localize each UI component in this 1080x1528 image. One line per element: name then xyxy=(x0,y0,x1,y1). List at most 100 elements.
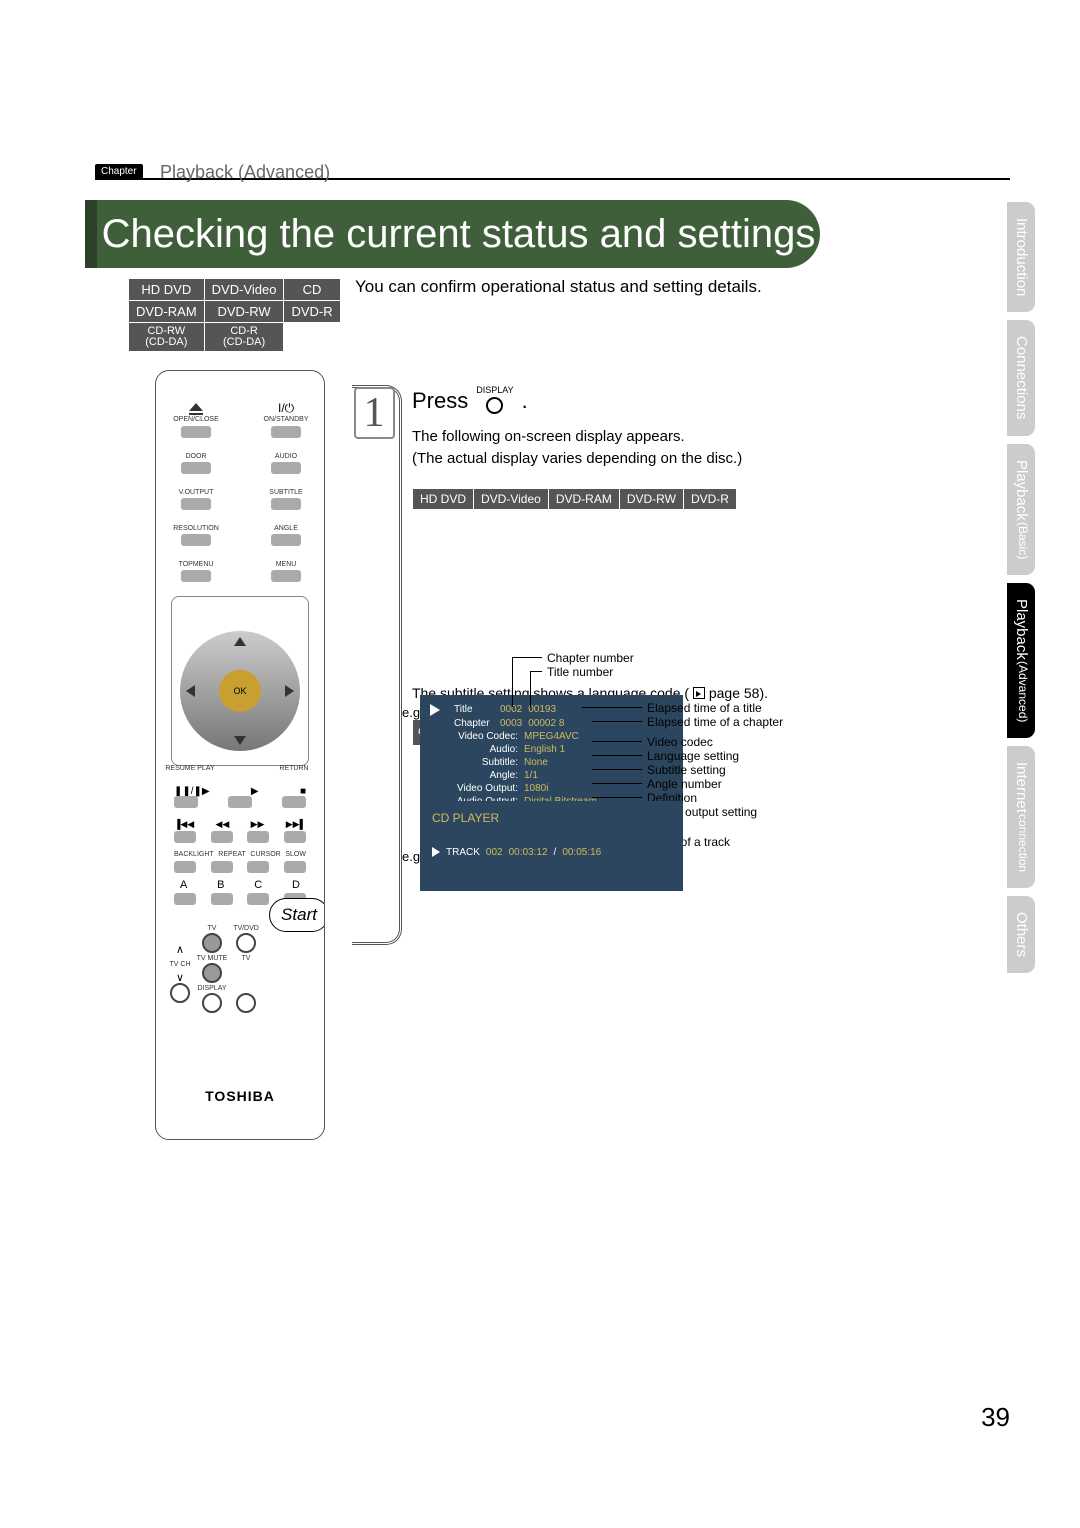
remote-label: TOPMENU xyxy=(179,561,214,568)
callout: Subtitle setting xyxy=(647,763,726,777)
remote-button[interactable] xyxy=(174,893,196,905)
ok-button[interactable]: OK xyxy=(219,670,261,712)
page-ref-icon xyxy=(693,687,705,699)
remote-dpad[interactable]: OK xyxy=(180,631,300,751)
tab-label: Introduction xyxy=(1013,218,1030,296)
remote-button[interactable] xyxy=(282,796,306,808)
callout: Chapter number xyxy=(547,651,634,665)
callout: Elapsed time of a title xyxy=(647,701,762,715)
cd-osd-value: 00:05:16 xyxy=(562,847,601,858)
btn-row xyxy=(174,861,306,873)
down-arrow-icon xyxy=(234,736,246,745)
side-tab-internet[interactable]: Internetconnection xyxy=(1007,746,1036,888)
callout: Language setting xyxy=(647,749,739,763)
disc-cell: DVD-R xyxy=(683,488,736,509)
remote-button[interactable] xyxy=(236,993,256,1013)
cd-osd-panel: CD PLAYER TRACK 002 00:03:12 / 00:05:16 xyxy=(420,801,683,891)
play-icon xyxy=(432,847,440,857)
remote-label: TV xyxy=(242,955,251,962)
osd-value: 1080i xyxy=(524,783,548,794)
osd-value: MPEG4AVC xyxy=(524,731,579,742)
page-title: Checking the current status and settings xyxy=(102,212,816,257)
remote-button[interactable] xyxy=(174,796,198,808)
remote-label: ON/STANDBY xyxy=(264,416,309,423)
remote-button[interactable] xyxy=(284,831,306,843)
side-tab-connections[interactable]: Connections xyxy=(1007,320,1036,435)
remote-button[interactable] xyxy=(202,933,222,953)
osd-chapter-row: Chapter 0003 00002 8 xyxy=(430,717,673,730)
page-number: 39 xyxy=(981,1402,1010,1433)
remote-label: TV xyxy=(208,925,217,932)
remote-button[interactable] xyxy=(202,963,222,983)
osd-label: Chapter xyxy=(454,718,494,729)
tab-label: Playback xyxy=(1013,460,1030,521)
remote-button[interactable] xyxy=(247,831,269,843)
remote-button[interactable] xyxy=(271,570,301,582)
osd-value: 00193 xyxy=(528,704,556,715)
side-tab-playback-basic[interactable]: Playback(Basic) xyxy=(1007,444,1036,575)
remote-button[interactable] xyxy=(211,831,233,843)
remote-button[interactable] xyxy=(211,861,233,873)
remote-button[interactable] xyxy=(181,426,211,438)
leader xyxy=(512,657,542,658)
title-banner: Checking the current status and settings xyxy=(85,200,820,268)
chapter-label: Playback (Advanced) xyxy=(160,162,330,183)
remote-button[interactable] xyxy=(181,498,211,510)
brand-logo: TOSHIBA xyxy=(205,1088,275,1104)
remote-button[interactable] xyxy=(236,933,256,953)
remote-button[interactable] xyxy=(271,426,301,438)
tab-sublabel: connection xyxy=(1013,814,1030,872)
leader xyxy=(592,741,642,742)
disc-cell: DVD-RAM xyxy=(548,488,619,509)
remote-button[interactable] xyxy=(181,462,211,474)
remote-button[interactable] xyxy=(181,534,211,546)
skip-next-icon: ▶▶▌ xyxy=(286,819,306,830)
display-label: DISPLAY xyxy=(476,385,513,395)
osd-label: Title xyxy=(454,704,494,715)
remote-button[interactable] xyxy=(271,534,301,546)
remote-button[interactable] xyxy=(284,861,306,873)
remote-button[interactable] xyxy=(247,893,269,905)
display-button[interactable] xyxy=(202,993,222,1013)
skip-prev-icon: ▐◀◀ xyxy=(174,819,194,830)
side-tab-introduction[interactable]: Introduction xyxy=(1007,202,1036,312)
step-tab xyxy=(352,385,402,945)
remote-label: RETURN xyxy=(279,765,308,772)
disc-cell: CD-RW (CD-DA) xyxy=(129,323,205,352)
transport-row xyxy=(174,831,306,843)
remote-label: TV/DVD xyxy=(233,925,259,932)
intro-text: You can confirm operational status and s… xyxy=(355,277,762,297)
remote-control: OPEN/CLOSE ON/STANDBY I/⏻ DOOR AUDIO V.O… xyxy=(155,370,325,1140)
disc-cell: DVD-Video xyxy=(474,488,549,509)
cd-osd-value: 00:03:12 xyxy=(509,847,548,858)
leader xyxy=(582,707,642,708)
osd-label: Audio: xyxy=(430,744,518,755)
osd-title-row: Title 0002 00193 xyxy=(430,703,673,717)
side-tab-others[interactable]: Others xyxy=(1007,896,1036,973)
remote-button[interactable] xyxy=(174,831,196,843)
remote-button[interactable] xyxy=(211,893,233,905)
cd-osd-label: TRACK xyxy=(446,847,480,858)
remote-button[interactable] xyxy=(170,983,190,1003)
cd-osd-track-row: TRACK 002 00:03:12 / 00:05:16 xyxy=(432,847,671,858)
disc-cell: HD DVD xyxy=(413,488,474,509)
cd-osd-wrap: e.g. Track number Elapsed time of a trac… xyxy=(412,801,822,891)
leader xyxy=(592,721,642,722)
start-label: Start xyxy=(281,905,317,925)
side-tab-playback-advanced[interactable]: Playback(Advanced) xyxy=(1007,583,1036,738)
remote-label: DOOR xyxy=(186,453,207,460)
disc-grid-dvd: HD DVD DVD-Video DVD-RAM DVD-RW DVD-R xyxy=(412,488,737,510)
tab-label: Playback xyxy=(1013,599,1030,660)
remote-button[interactable] xyxy=(174,861,196,873)
circle-icon xyxy=(486,397,503,414)
remote-button[interactable] xyxy=(247,861,269,873)
remote-button[interactable] xyxy=(228,796,252,808)
remote-label: REPEAT xyxy=(218,851,246,858)
remote-label: D xyxy=(292,879,300,891)
cd-osd-value: 002 xyxy=(486,847,503,858)
osd-label: Subtitle: xyxy=(430,757,518,768)
remote-button[interactable] xyxy=(271,498,301,510)
label-row: BACKLIGHT REPEAT CURSOR SLOW xyxy=(174,851,306,858)
remote-button[interactable] xyxy=(271,462,301,474)
remote-button[interactable] xyxy=(181,570,211,582)
